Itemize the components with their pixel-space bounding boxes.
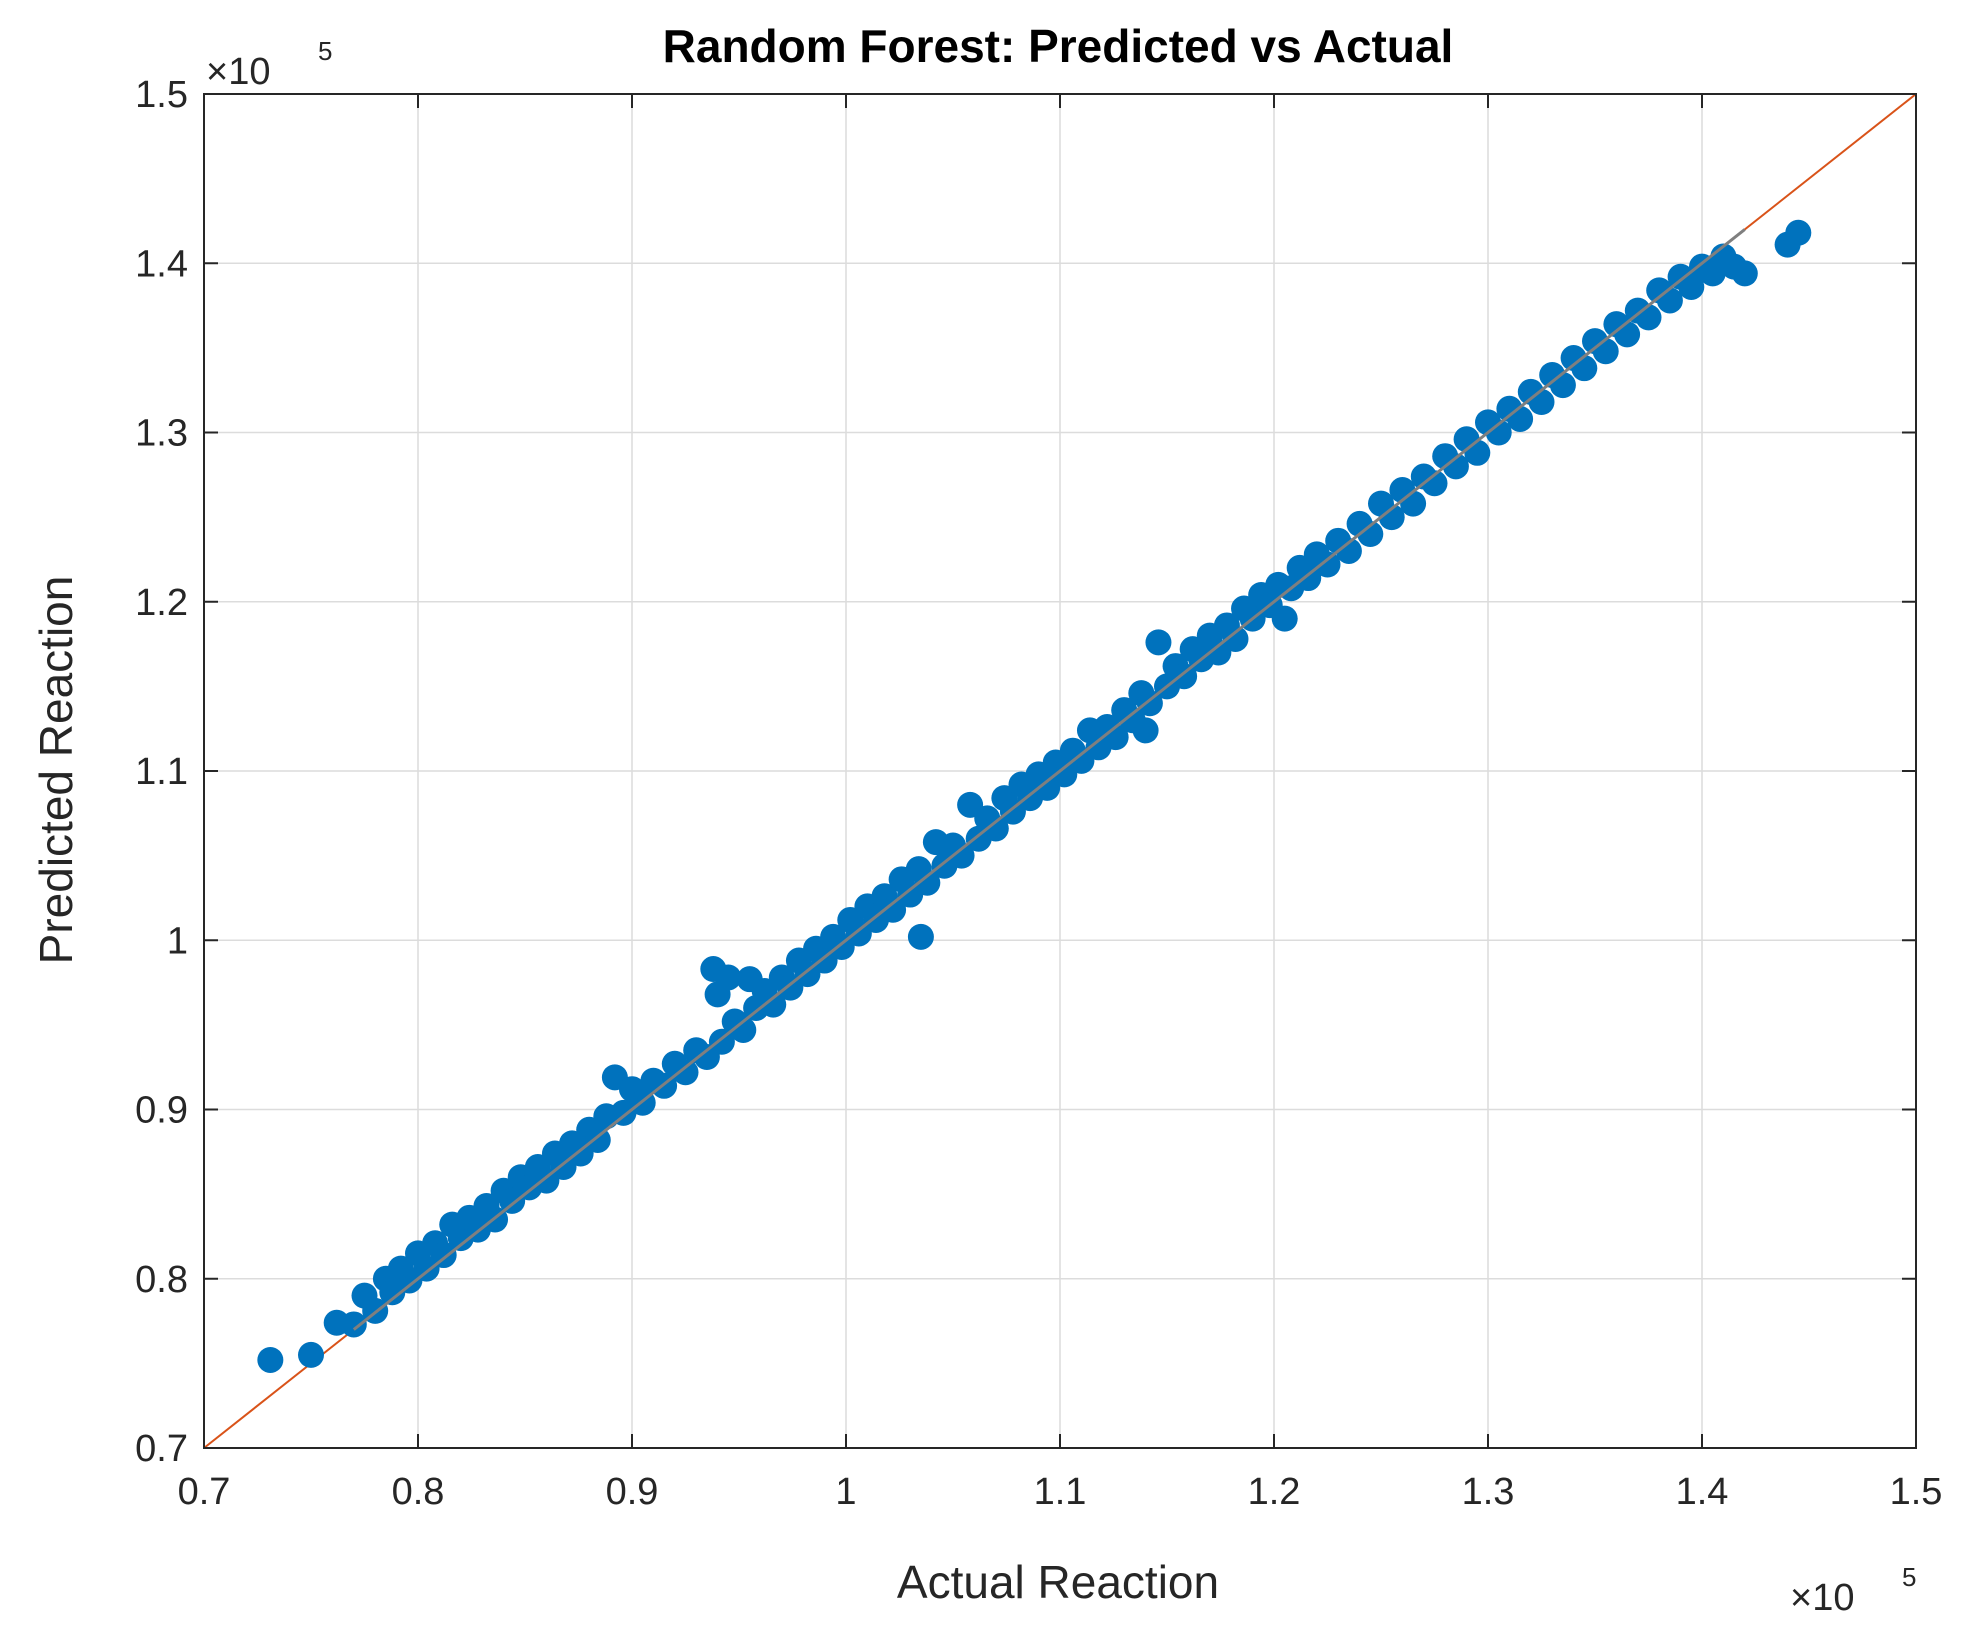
data-point: [1400, 490, 1427, 517]
data-point: [1222, 625, 1249, 652]
x-tick-label: 0.7: [178, 1471, 231, 1513]
data-point: [1635, 304, 1662, 331]
data-point: [1421, 470, 1448, 497]
x-tick-label: 1.1: [1034, 1471, 1087, 1513]
data-point: [704, 981, 731, 1008]
x-tick-label: 0.9: [606, 1471, 659, 1513]
y-tick-label: 0.8: [135, 1259, 188, 1301]
data-point: [1549, 372, 1576, 399]
data-point: [948, 842, 975, 869]
fit-line: [352, 228, 1746, 1331]
data-point: [1271, 605, 1298, 632]
fit-line-group: [352, 228, 1746, 1331]
data-point: [1571, 355, 1598, 382]
x-tick-label: 1: [835, 1471, 856, 1513]
data-point: [1464, 439, 1491, 466]
data-point: [610, 1099, 637, 1126]
y-axis-exponent: ×10 5: [206, 36, 332, 93]
y-tick-label: 1.5: [135, 74, 188, 116]
data-point: [672, 1059, 699, 1086]
data-point: [730, 1016, 757, 1043]
data-point: [1442, 453, 1469, 480]
data-point: [1171, 663, 1198, 690]
data-point: [1314, 551, 1341, 578]
y-tick-label: 1.1: [135, 751, 188, 793]
x-axis-exponent: ×10 5: [1790, 1562, 1916, 1619]
data-point: [1614, 321, 1641, 348]
data-point: [1592, 338, 1619, 365]
y-tick-label: 1.4: [135, 243, 188, 285]
data-point: [257, 1346, 284, 1373]
x-axis-label: Actual Reaction: [897, 1556, 1219, 1608]
data-points: [257, 219, 1812, 1373]
data-point: [1335, 537, 1362, 564]
chart-title: Random Forest: Predicted vs Actual: [663, 20, 1454, 72]
data-point: [1528, 389, 1555, 416]
data-point: [880, 896, 907, 923]
y-axis-ticks: 0.7 0.8 0.9 1 1.1 1.2 1.3 1.4 1.5: [135, 74, 1916, 1470]
data-point: [1295, 565, 1322, 592]
y-exponent-power: 5: [318, 36, 332, 66]
data-point: [1785, 219, 1812, 246]
data-point: [1507, 405, 1534, 432]
y-tick-label: 1: [167, 920, 188, 962]
data-point: [1145, 629, 1172, 656]
x-tick-label: 1.2: [1248, 1471, 1301, 1513]
data-point: [760, 991, 787, 1018]
data-point: [340, 1311, 367, 1338]
x-exponent-power: 5: [1902, 1562, 1916, 1592]
data-point: [1136, 690, 1163, 717]
data-point: [584, 1126, 611, 1153]
x-tick-label: 0.8: [392, 1471, 445, 1513]
data-point: [982, 815, 1009, 842]
x-axis-ticks: 0.7 0.8 0.9 1 1.1 1.2 1.3 1.4 1.5: [178, 94, 1943, 1513]
data-point: [914, 869, 941, 896]
data-point: [1656, 287, 1683, 314]
x-exponent-base: ×10: [1790, 1577, 1854, 1619]
data-point: [1678, 273, 1705, 300]
y-tick-label: 1.2: [135, 582, 188, 624]
y-tick-label: 0.7: [135, 1428, 188, 1470]
data-point: [430, 1242, 457, 1269]
data-point: [298, 1341, 324, 1368]
x-tick-label: 1.4: [1676, 1471, 1729, 1513]
y-tick-label: 1.3: [135, 413, 188, 455]
data-point: [1132, 717, 1159, 744]
data-point: [1378, 504, 1405, 531]
y-exponent-base: ×10: [206, 51, 270, 93]
y-tick-label: 0.9: [135, 1090, 188, 1132]
y-axis-label: Predicted Reaction: [30, 576, 82, 965]
data-point: [708, 1028, 735, 1055]
x-tick-label: 1.3: [1462, 1471, 1515, 1513]
data-point: [1357, 521, 1384, 548]
data-point: [1485, 419, 1512, 446]
data-point: [1731, 260, 1758, 287]
data-point: [907, 923, 934, 950]
x-tick-label: 1.5: [1890, 1471, 1943, 1513]
